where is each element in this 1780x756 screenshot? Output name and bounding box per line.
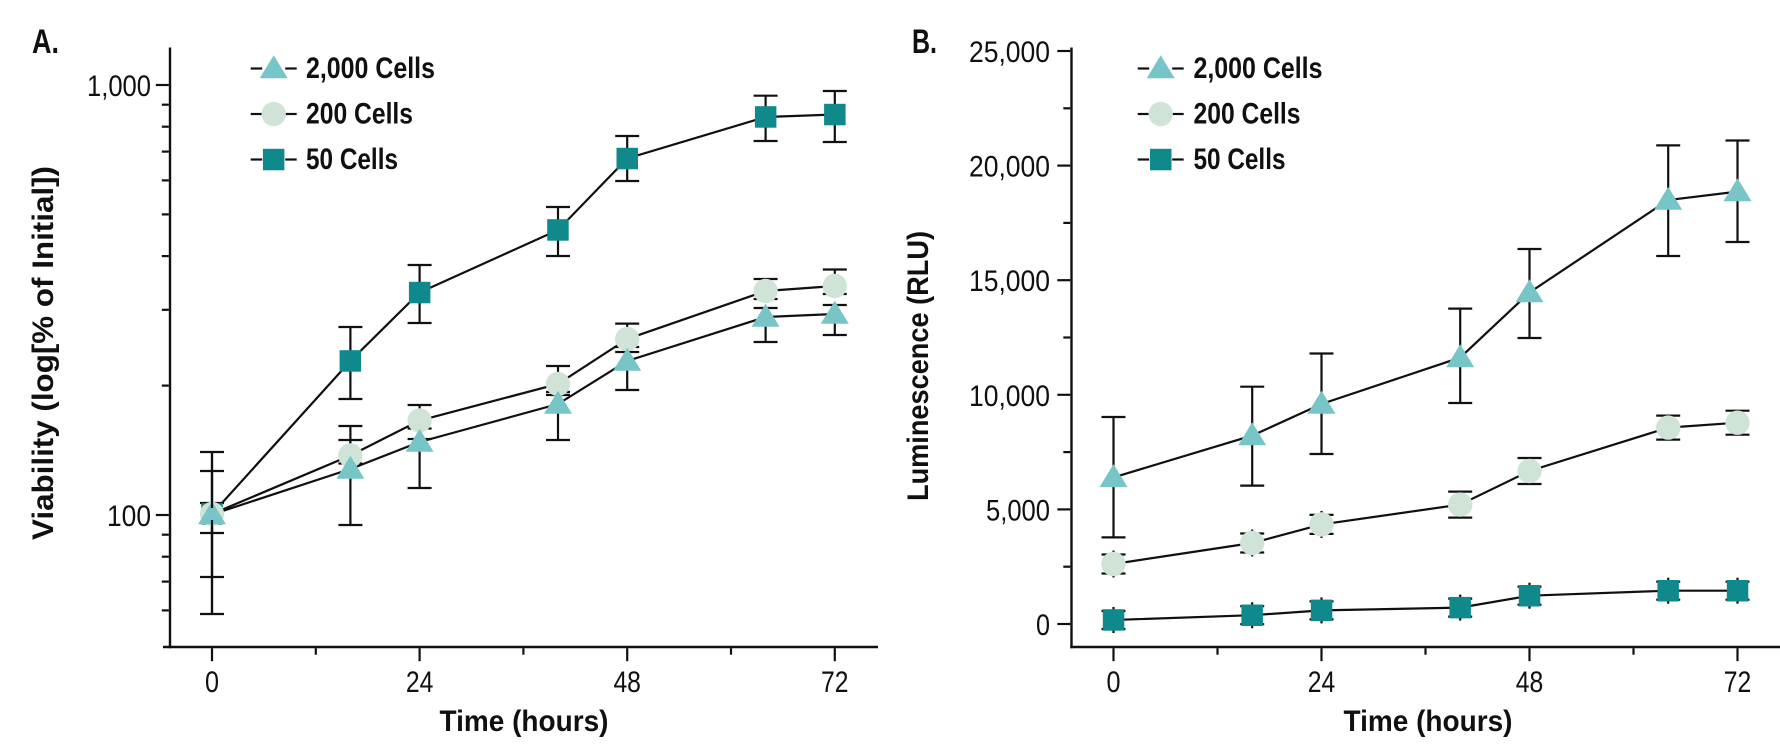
svg-text:2,000 Cells: 2,000 Cells bbox=[1194, 52, 1323, 85]
svg-text:50 Cells: 50 Cells bbox=[306, 143, 398, 176]
svg-text:0: 0 bbox=[205, 666, 219, 699]
svg-text:5,000: 5,000 bbox=[986, 494, 1050, 527]
svg-text:Time (hours): Time (hours) bbox=[1344, 705, 1513, 738]
svg-text:25,000: 25,000 bbox=[969, 36, 1050, 69]
svg-text:72: 72 bbox=[821, 666, 849, 699]
svg-text:B.: B. bbox=[912, 23, 937, 61]
svg-text:10,000: 10,000 bbox=[969, 380, 1050, 413]
svg-text:A.: A. bbox=[32, 23, 59, 61]
svg-text:Luminescence (RLU): Luminescence (RLU) bbox=[902, 231, 935, 501]
svg-text:20,000: 20,000 bbox=[969, 151, 1050, 184]
svg-text:200 Cells: 200 Cells bbox=[306, 98, 413, 131]
svg-text:Time (hours): Time (hours) bbox=[440, 705, 609, 738]
svg-text:15,000: 15,000 bbox=[969, 265, 1050, 298]
svg-text:Viability (log[% of Initial]): Viability (log[% of Initial]) bbox=[27, 166, 60, 540]
svg-text:72: 72 bbox=[1724, 666, 1752, 699]
svg-text:100: 100 bbox=[107, 500, 151, 533]
svg-text:48: 48 bbox=[613, 666, 641, 699]
svg-text:48: 48 bbox=[1516, 666, 1544, 699]
svg-text:24: 24 bbox=[406, 666, 434, 699]
svg-text:24: 24 bbox=[1308, 666, 1336, 699]
svg-text:2,000 Cells: 2,000 Cells bbox=[306, 52, 435, 85]
svg-text:200 Cells: 200 Cells bbox=[1194, 98, 1301, 131]
svg-text:1,000: 1,000 bbox=[87, 70, 151, 103]
svg-text:50 Cells: 50 Cells bbox=[1194, 143, 1286, 176]
svg-text:0: 0 bbox=[1036, 609, 1050, 642]
svg-text:0: 0 bbox=[1107, 666, 1121, 699]
